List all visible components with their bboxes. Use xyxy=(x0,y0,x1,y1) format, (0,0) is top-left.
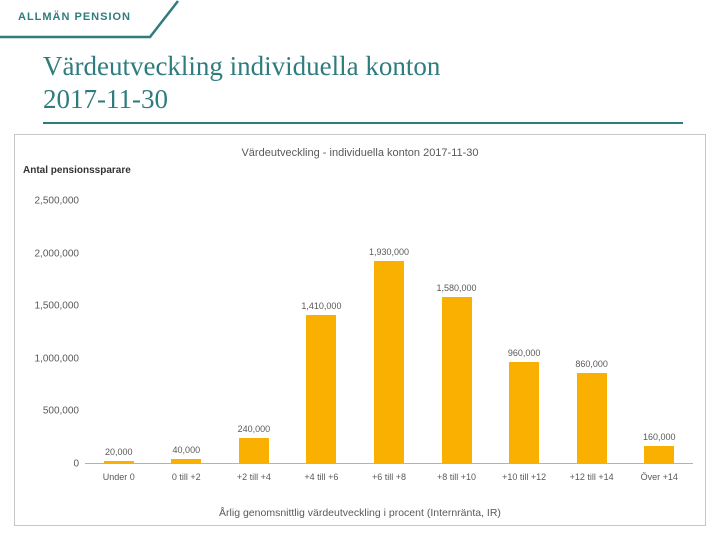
bar-8 xyxy=(644,446,675,463)
bar-value-label-8: 160,000 xyxy=(642,432,676,443)
bar-7 xyxy=(576,372,607,463)
bar-value-label-3: 1,410,000 xyxy=(301,301,342,312)
bar-0 xyxy=(103,460,134,463)
bar-slot-7: 860,000 +12 till +14 xyxy=(558,201,626,482)
bar-slot-6: 960,000 +10 till +12 xyxy=(490,201,558,482)
bar-slot-4: 1,930,000 +6 till +8 xyxy=(355,201,423,482)
y-axis-title: Antal pensionssparare xyxy=(23,165,131,176)
y-tick-label-0: 0 xyxy=(73,458,79,470)
bar-3 xyxy=(306,315,337,463)
y-tick-label-3: 1,500,000 xyxy=(34,300,80,312)
bar-slot-3: 1,410,000 +4 till +6 xyxy=(288,201,356,482)
bar-1 xyxy=(171,458,202,463)
bar-4 xyxy=(373,260,404,463)
bar-value-label-2: 240,000 xyxy=(237,423,271,434)
x-axis-title: Årlig genomsnittlig värdeutveckling i pr… xyxy=(219,507,501,519)
x-category-label-4: +6 till +8 xyxy=(371,472,406,482)
corner-swoosh-decoration xyxy=(0,0,179,39)
bar-5 xyxy=(441,297,472,463)
y-tick-label-4: 2,000,000 xyxy=(34,248,80,260)
y-axis-labels: 0 500,000 1,000,000 1,500,000 2,000,000 2,500… xyxy=(21,196,80,470)
plot-area: 20,000 Under 0 40,000 0 till +2 240,000 +2 ti… xyxy=(85,201,693,482)
bar-slot-1: 40,000 0 till +2 xyxy=(153,201,221,482)
bar-value-label-7: 860,000 xyxy=(575,358,608,369)
title-divider xyxy=(43,122,683,124)
chart-container: Värdeutveckling - individuella konton 20… xyxy=(14,134,706,526)
x-category-label-3: +4 till +6 xyxy=(304,472,339,482)
x-category-label-5: +8 till +10 xyxy=(437,472,477,482)
bar-value-label-4: 1,930,000 xyxy=(368,246,410,257)
bar-value-label-1: 40,000 xyxy=(172,444,201,455)
bar-value-label-0: 20,000 xyxy=(105,446,133,457)
x-category-label-7: +12 till +14 xyxy=(569,472,614,482)
chart-title: Värdeutveckling - individuella konton 20… xyxy=(241,147,479,159)
bar-slot-8: 160,000 Över +14 xyxy=(625,201,693,482)
x-category-label-6: +10 till +12 xyxy=(502,472,547,482)
bar-value-label-5: 1,580,000 xyxy=(436,283,477,294)
y-tick-label-1: 500,000 xyxy=(42,405,79,417)
y-tick-label-2: 1,000,000 xyxy=(34,353,80,365)
bar-2 xyxy=(238,437,269,463)
brand-label: ALLMÄN PENSION xyxy=(18,11,131,23)
bar-value-label-6: 960,000 xyxy=(507,348,541,359)
x-category-label-8: Över +14 xyxy=(640,472,678,482)
bar-slot-5: 1,580,000 +8 till +10 xyxy=(423,201,491,482)
bar-slot-0: 20,000 Under 0 xyxy=(85,201,153,482)
y-tick-label-5: 2,500,000 xyxy=(34,195,80,207)
bar-6 xyxy=(509,362,540,463)
x-category-label-0: Under 0 xyxy=(102,472,135,482)
page-title: Värdeutveckling individuella konton 2017… xyxy=(43,51,441,114)
x-category-label-2: +2 till +4 xyxy=(236,472,271,482)
bar-slot-2: 240,000 +2 till +4 xyxy=(220,201,288,482)
x-category-label-1: 0 till +2 xyxy=(171,472,201,482)
